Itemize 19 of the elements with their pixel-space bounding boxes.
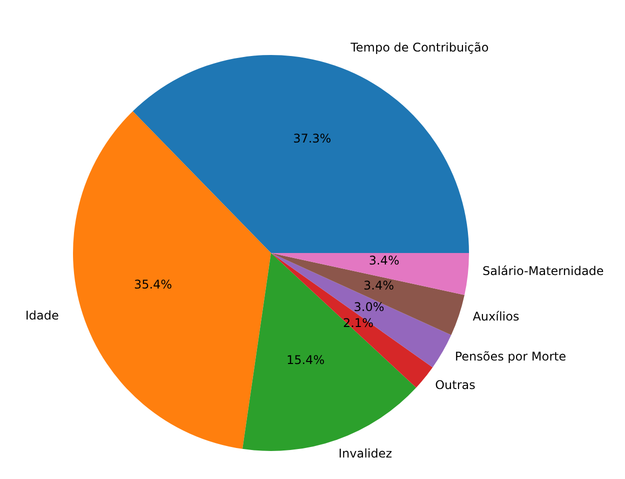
slice-label: Salário-Maternidade — [482, 264, 604, 278]
pie-slice — [271, 253, 464, 336]
data-label: 15.4% — [286, 353, 325, 368]
pie-slice — [271, 253, 469, 295]
pie-slice — [132, 55, 469, 253]
data-label: 3.4% — [368, 254, 400, 268]
data-label: 3.4% — [364, 278, 394, 292]
slice-label: Idade — [25, 308, 59, 322]
pie-slice — [271, 253, 433, 388]
data-label: 35.4% — [134, 278, 172, 292]
data-label: 37.3% — [293, 132, 332, 146]
slice-label: Outras — [435, 378, 476, 392]
pie-slice — [73, 111, 271, 449]
slice-label: Invalidez — [338, 446, 392, 460]
slice-label: Auxílios — [472, 310, 520, 324]
pie-slice — [271, 253, 452, 368]
data-label: 3.0% — [354, 300, 384, 314]
slice-label: Tempo de Contribuição — [350, 40, 489, 54]
slice-label: Pensões por Morte — [454, 350, 566, 364]
